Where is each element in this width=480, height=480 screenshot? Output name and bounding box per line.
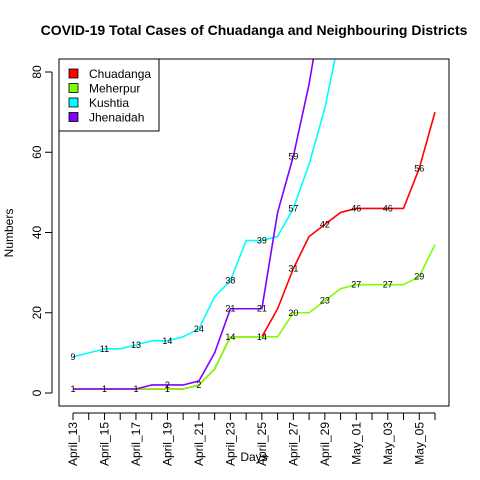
data-label: 23	[320, 296, 330, 306]
x-axis-label: Days	[240, 450, 267, 464]
data-label: 46	[383, 203, 393, 213]
y-tick-label: 20	[30, 306, 44, 320]
data-label: 27	[351, 280, 361, 290]
x-tick-label: April_21	[192, 422, 206, 466]
data-label: 46	[351, 203, 361, 213]
x-tick-label: April_27	[286, 422, 300, 466]
legend-label-kushtia: Kushtia	[89, 96, 129, 110]
legend-swatch-chuadanga	[68, 68, 79, 79]
series-line-jhenaidah	[73, 59, 315, 390]
x-tick-label: May_03	[381, 422, 395, 465]
y-tick-label: 80	[30, 65, 44, 79]
legend-swatch-jhenaidah	[68, 112, 79, 122]
y-tick-label: 0	[30, 389, 44, 396]
legend-label-jhenaidah: Jhenaidah	[89, 111, 144, 125]
y-tick-label: 40	[30, 226, 44, 240]
legend-swatch-meherpur	[68, 83, 79, 93]
x-tick-label: May_01	[349, 422, 363, 465]
data-label: 57	[288, 203, 298, 213]
x-tick-label: April_19	[160, 422, 174, 466]
data-label: 31	[288, 264, 298, 274]
data-label: 14	[162, 336, 172, 346]
legend-label-chuadanga: Chuadanga	[89, 67, 151, 81]
data-label: 20	[288, 308, 298, 318]
series-layer	[72, 59, 436, 390]
x-tick-label: April_23	[223, 422, 237, 466]
x-tick-label: April_17	[129, 422, 143, 466]
x-tick-label: April_25	[255, 422, 269, 466]
data-label: 1	[165, 384, 170, 394]
chart-title: COVID-19 Total Cases of Chuadanga and Ne…	[41, 22, 468, 38]
y-tick-label: 60	[30, 145, 44, 159]
x-tick-label: May_05	[412, 422, 426, 465]
data-label: 1	[133, 384, 138, 394]
axis-layer: 0 20 40 60 80 April_13 April_15 April_17 April_1…	[30, 65, 436, 466]
data-label: 38	[225, 276, 235, 286]
x-tick-label: April_15	[97, 422, 111, 466]
data-label: 24	[194, 324, 204, 334]
data-label: 1	[70, 384, 75, 394]
data-label: 2	[165, 380, 170, 390]
data-label: 13	[131, 340, 141, 350]
data-label: 1	[102, 384, 107, 394]
data-label: 21	[257, 304, 267, 314]
data-label: 14	[225, 332, 235, 342]
legend-swatch-kushtia	[68, 97, 79, 108]
legend-label-meherpur: Meherpur	[89, 82, 140, 96]
data-label: 2	[196, 380, 201, 390]
series-line-kushtia	[72, 59, 336, 358]
series-line-meherpur	[73, 244, 436, 390]
data-label: 56	[414, 163, 424, 173]
data-label: 29	[414, 272, 424, 282]
data-label: 9	[70, 352, 75, 362]
x-tick-label: April_29	[318, 422, 332, 466]
data-label: 21	[225, 304, 235, 314]
data-label: 39	[257, 236, 267, 246]
data-label: 59	[288, 151, 298, 161]
data-label: 14	[257, 332, 267, 342]
data-label: 42	[320, 219, 330, 229]
data-label: 11	[100, 344, 109, 354]
data-label: 27	[383, 280, 393, 290]
y-axis-label: Numbers	[2, 209, 16, 258]
plot-frame	[58, 58, 450, 407]
x-tick-label: April_13	[66, 422, 80, 466]
